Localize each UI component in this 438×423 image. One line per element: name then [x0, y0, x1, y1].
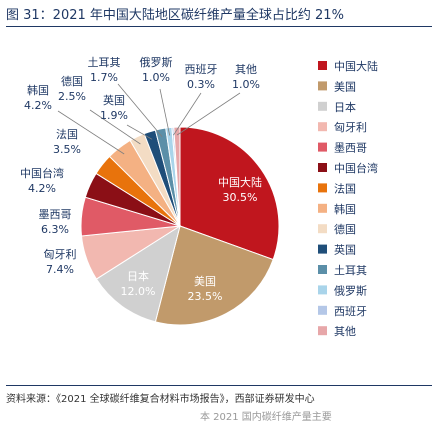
slice-value-label: 30.5% [223, 191, 258, 204]
slice-1 [154, 225, 274, 326]
slice-label: 韩国 [27, 83, 49, 97]
slice-13 [173, 126, 181, 227]
legend-label: 法国 [334, 181, 356, 195]
pie-slices [80, 126, 280, 326]
legend-swatch [318, 142, 327, 152]
slice-label: 中国台湾 [20, 166, 64, 180]
slice-labels: 中国大陆 30.5% 美国 23.5% 日本 12.0% 匈牙利 7.4% 墨西哥 6.3% 中国台… [20, 56, 262, 303]
legend-label: 日本 [334, 100, 356, 114]
slice-value-label: 7.4% [46, 263, 74, 276]
legend-label: 西班牙 [334, 305, 367, 318]
slice-label: 匈牙利 [44, 247, 77, 261]
slice-2 [95, 224, 181, 323]
leader-line [173, 92, 202, 136]
legend-swatch [318, 122, 327, 132]
slice-label: 法国 [56, 127, 78, 141]
slice-value-label: 6.3% [41, 223, 69, 236]
slice-label: 日本 [127, 269, 149, 283]
leader-line [159, 88, 171, 136]
legend-swatch [318, 101, 327, 111]
legend-swatch [318, 326, 327, 336]
slice-label: 墨西哥 [39, 208, 72, 221]
slice-value-label: 1.7% [90, 71, 118, 84]
legend-label: 中国台湾 [334, 161, 378, 175]
leader-line [57, 110, 125, 155]
slice-label: 中国大陆 [218, 175, 262, 189]
legend-label: 韩国 [334, 202, 356, 216]
legend-swatch [318, 244, 327, 254]
leader-lines [57, 83, 241, 155]
slice-0 [179, 126, 280, 261]
source-divider [6, 385, 432, 386]
legend-label: 英国 [334, 243, 356, 257]
legend-label: 土耳其 [334, 264, 367, 277]
cutoff-text: 本 2021 国内碳纤维产量主要 [200, 412, 332, 423]
legend-swatch [318, 285, 327, 295]
title-divider [6, 26, 432, 27]
slice-value-label: 1.9% [100, 109, 128, 122]
legend-label: 匈牙利 [334, 120, 367, 134]
slice-value-label: 0.3% [187, 78, 215, 91]
legend-label: 墨西哥 [334, 142, 367, 155]
legend-label: 德国 [334, 222, 356, 236]
legend-label: 中国大陆 [334, 59, 378, 73]
legend-swatch [318, 81, 327, 91]
figure-title: 图 31：2021 年中国大陆地区碳纤维产量全球占比约 21% [6, 8, 344, 23]
leader-line [89, 109, 141, 145]
slice-value-label: 4.2% [24, 99, 52, 112]
slice-label: 俄罗斯 [140, 56, 173, 69]
leader-line [126, 124, 153, 140]
leader-line [176, 92, 241, 136]
legend-swatch [318, 61, 327, 70]
legend-swatch [318, 203, 327, 213]
slice-label: 其他 [235, 63, 257, 76]
legend-swatch [318, 305, 327, 315]
slice-value-label: 23.5% [188, 290, 223, 303]
slice-label: 土耳其 [88, 56, 121, 69]
leader-line [117, 83, 163, 137]
slice-value-label: 1.0% [232, 78, 260, 91]
slice-value-label: 4.2% [28, 182, 56, 195]
legend-label: 俄罗斯 [334, 284, 367, 297]
legend-swatch [318, 224, 327, 234]
pie-chart: 中国大陆 30.5% 美国 23.5% 日本 12.0% 匈牙利 7.4% 墨西哥 6.3% 中国台… [20, 56, 378, 338]
legend-label: 其他 [334, 325, 356, 338]
slice-value-label: 3.5% [53, 143, 81, 156]
slice-label: 德国 [61, 74, 83, 88]
legend-swatch [318, 183, 327, 193]
slice-label: 英国 [103, 93, 125, 107]
legend-swatch [318, 163, 327, 172]
legend-swatch [318, 265, 327, 274]
slice-label: 西班牙 [185, 63, 218, 76]
slice-value-label: 12.0% [121, 285, 156, 298]
slice-label: 美国 [194, 275, 216, 288]
slice-value-label: 2.5% [58, 90, 86, 103]
source-note: 资料来源：《2021 全球碳纤维复合材料市场报告》，西部证券研发中心 [6, 394, 315, 405]
slice-value-label: 1.0% [142, 71, 170, 84]
legend-label: 美国 [334, 80, 356, 93]
